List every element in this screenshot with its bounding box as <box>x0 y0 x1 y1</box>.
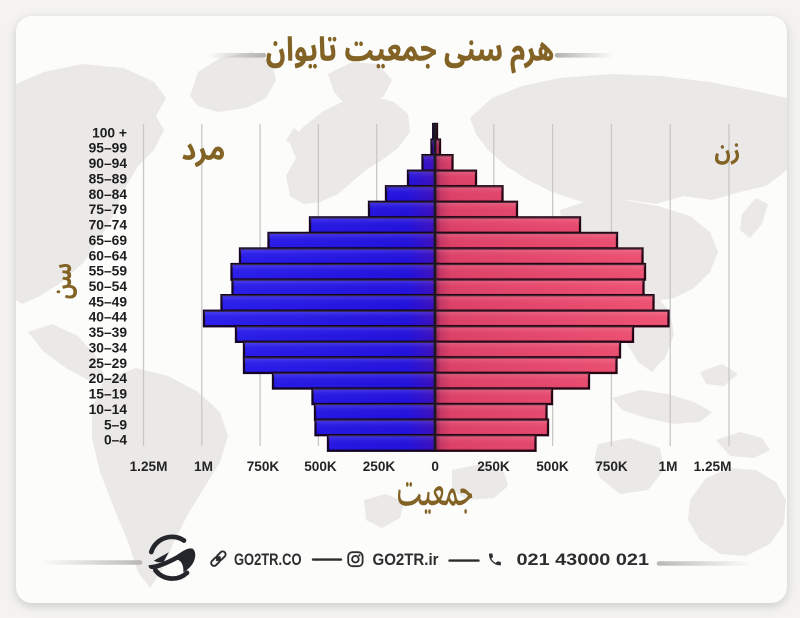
svg-text:60–64: 60–64 <box>89 248 128 263</box>
svg-text:0–4: 0–4 <box>104 433 127 448</box>
svg-text:80–84: 80–84 <box>89 187 128 202</box>
svg-text:10–14: 10–14 <box>89 402 128 417</box>
svg-text:30–34: 30–34 <box>89 341 128 356</box>
svg-text:1M: 1M <box>194 459 213 474</box>
svg-text:100 +: 100 + <box>92 125 127 140</box>
svg-text:0: 0 <box>431 459 439 474</box>
svg-text:15–19: 15–19 <box>89 387 128 402</box>
svg-text:45–49: 45–49 <box>89 294 128 309</box>
svg-text:20–24: 20–24 <box>89 371 128 386</box>
svg-text:75–79: 75–79 <box>89 202 128 217</box>
svg-text:1.25M: 1.25M <box>130 459 168 474</box>
svg-text:250K: 250K <box>363 459 396 474</box>
svg-text:750K: 750K <box>595 459 628 474</box>
svg-text:500K: 500K <box>536 459 569 474</box>
svg-text:500K: 500K <box>304 459 337 474</box>
svg-text:5–9: 5–9 <box>104 417 127 432</box>
svg-text:1M: 1M <box>659 459 678 474</box>
svg-text:GO2TR.CO: GO2TR.CO <box>234 551 302 569</box>
svg-text:1.25M: 1.25M <box>694 459 732 474</box>
svg-text:85–89: 85–89 <box>89 171 128 186</box>
svg-text:40–44: 40–44 <box>89 310 128 325</box>
svg-text:35–39: 35–39 <box>89 325 128 340</box>
svg-text:65–69: 65–69 <box>89 233 128 248</box>
svg-text:50–54: 50–54 <box>89 279 128 294</box>
svg-text:90–94: 90–94 <box>89 156 128 171</box>
svg-text:GO2TR.ir: GO2TR.ir <box>373 551 440 569</box>
svg-text:750K: 750K <box>247 459 280 474</box>
svg-text:25–29: 25–29 <box>89 356 128 371</box>
svg-text:021 43000 021: 021 43000 021 <box>517 551 650 569</box>
svg-text:55–59: 55–59 <box>89 264 128 279</box>
svg-text:250K: 250K <box>477 459 510 474</box>
svg-text:70–74: 70–74 <box>89 218 128 233</box>
svg-text:95–99: 95–99 <box>89 141 128 156</box>
